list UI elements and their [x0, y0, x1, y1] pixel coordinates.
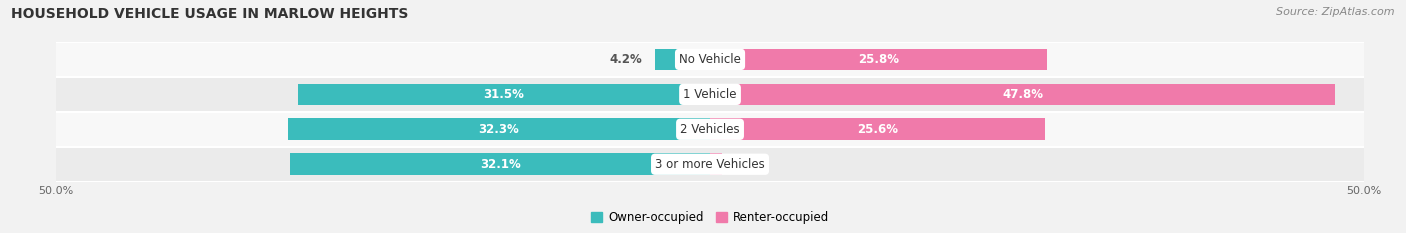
- Text: HOUSEHOLD VEHICLE USAGE IN MARLOW HEIGHTS: HOUSEHOLD VEHICLE USAGE IN MARLOW HEIGHT…: [11, 7, 409, 21]
- Bar: [298, 84, 710, 105]
- Bar: [56, 147, 1364, 182]
- Text: 47.8%: 47.8%: [1002, 88, 1043, 101]
- Text: Source: ZipAtlas.com: Source: ZipAtlas.com: [1277, 7, 1395, 17]
- Text: 25.8%: 25.8%: [858, 53, 900, 66]
- Text: 4.2%: 4.2%: [609, 53, 643, 66]
- Bar: [290, 154, 710, 175]
- Text: 32.1%: 32.1%: [479, 158, 520, 171]
- Text: 3 or more Vehicles: 3 or more Vehicles: [655, 158, 765, 171]
- Legend: Owner-occupied, Renter-occupied: Owner-occupied, Renter-occupied: [586, 206, 834, 229]
- Bar: [655, 49, 710, 70]
- Text: 31.5%: 31.5%: [484, 88, 524, 101]
- Bar: [710, 154, 721, 175]
- Bar: [56, 42, 1364, 77]
- Bar: [710, 118, 1045, 140]
- Text: 1 Vehicle: 1 Vehicle: [683, 88, 737, 101]
- Bar: [56, 77, 1364, 112]
- Bar: [56, 112, 1364, 147]
- Bar: [710, 49, 1047, 70]
- Text: No Vehicle: No Vehicle: [679, 53, 741, 66]
- Bar: [288, 118, 710, 140]
- Text: 0.9%: 0.9%: [735, 158, 768, 171]
- Bar: [710, 84, 1336, 105]
- Text: 32.3%: 32.3%: [478, 123, 519, 136]
- Text: 25.6%: 25.6%: [856, 123, 898, 136]
- Text: 2 Vehicles: 2 Vehicles: [681, 123, 740, 136]
